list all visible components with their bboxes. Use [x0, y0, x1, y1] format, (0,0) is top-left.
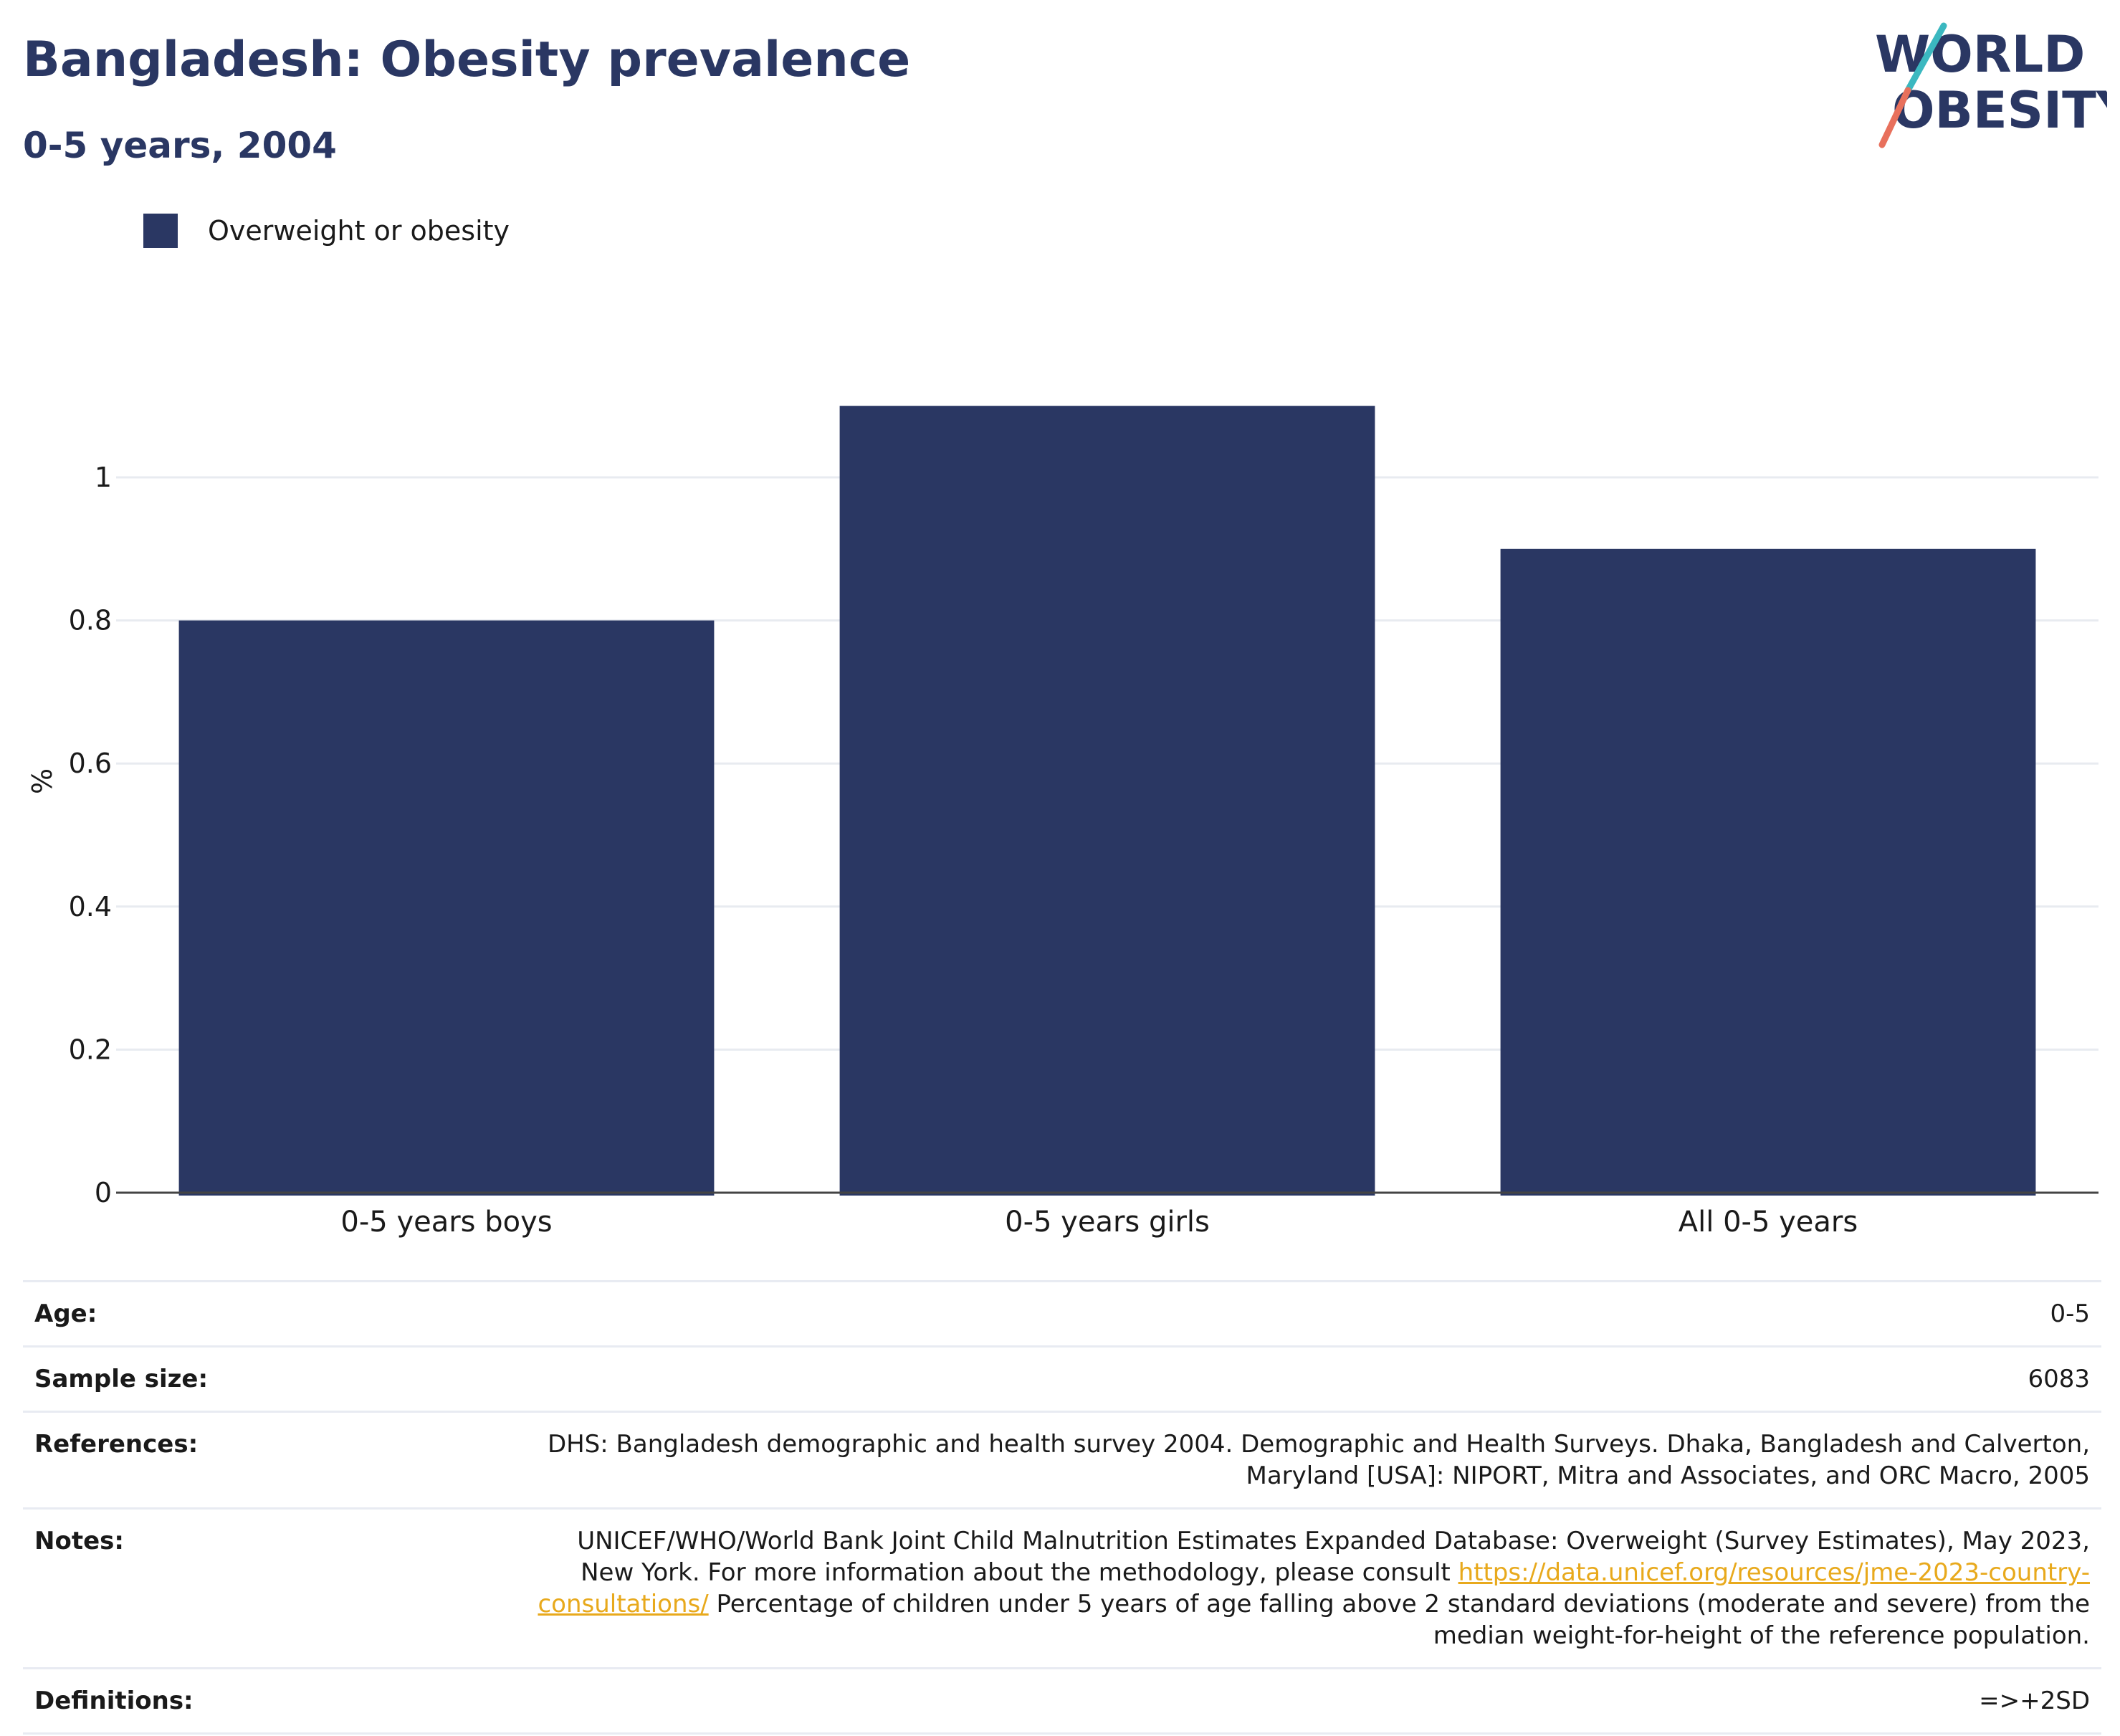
notes-text-2: Percentage of children under 5 years of … [716, 1590, 2090, 1650]
y-tick-label: 0.8 [69, 605, 112, 636]
info-row-age: Age: 0-5 [23, 1280, 2101, 1345]
logo-slash-top [1904, 22, 1947, 94]
notes-link[interactable]: https://data.unicef.org/resources/jme-20… [538, 1558, 2090, 1618]
logo-slash-bottom [1878, 87, 1911, 148]
info-table: Age: 0-5 Sample size: 6083 References: D… [23, 1280, 2101, 1735]
y-tick-label: 0.2 [69, 1034, 112, 1065]
y-tick-label: 1 [95, 462, 112, 493]
x-tick-label: 0-5 years girls [1005, 1206, 1210, 1239]
logo-line1: WORLD [1875, 25, 2085, 84]
notes-value: UNICEF/WHO/World Bank Joint Child Malnut… [536, 1525, 2090, 1651]
notes-label: Notes: [34, 1527, 124, 1555]
axes: 0 0.2 0.4 0.6 0.8 1 0-5 years boys 0-5 years gi… [69, 462, 2098, 1239]
info-row-references: References: DHS: Bangladesh demographic … [23, 1411, 2101, 1507]
notes-text-1: UNICEF/WHO/World Bank Joint Child Malnut… [577, 1527, 2090, 1587]
page-title: Bangladesh: Obesity prevalence [23, 32, 911, 88]
legend-label: Overweight or obesity [208, 215, 510, 247]
bar [178, 620, 715, 1196]
bar-chart: 0 0.2 0.4 0.6 0.8 1 0-5 years boys 0-5 years gi… [27, 406, 2098, 1239]
sample-size-value: 6083 [2028, 1365, 2090, 1393]
y-tick-label: 0.6 [69, 748, 112, 779]
y-axis-label: % [27, 768, 58, 794]
definitions-label: Definitions: [34, 1687, 194, 1715]
references-value: DHS: Bangladesh demographic and health s… [547, 1430, 2090, 1490]
x-tick-label: All 0-5 years [1679, 1206, 1858, 1239]
logo-line2: OBESITY [1892, 81, 2107, 140]
age-value: 0-5 [2050, 1299, 2090, 1328]
y-tick-label: 0.4 [69, 891, 112, 922]
legend-swatch [143, 214, 178, 248]
sample-size-label: Sample size: [34, 1365, 209, 1393]
references-label: References: [34, 1430, 199, 1459]
y-tick-label: 0 [95, 1177, 112, 1208]
info-row-definitions: Definitions: =>+2SD [23, 1667, 2101, 1735]
world-obesity-logo: WORLD OBESITY [1875, 22, 2107, 148]
bars [178, 406, 2036, 1196]
bar [839, 406, 1375, 1196]
info-row-notes: Notes: UNICEF/WHO/World Bank Joint Child… [23, 1507, 2101, 1667]
chart-legend[interactable]: Overweight or obesity [143, 214, 510, 248]
info-row-sample-size: Sample size: 6083 [23, 1345, 2101, 1411]
definitions-value: =>+2SD [1979, 1687, 2090, 1715]
age-label: Age: [34, 1299, 97, 1328]
x-tick-label: 0-5 years boys [340, 1206, 552, 1239]
bar [1500, 548, 2036, 1196]
page-subtitle: 0-5 years, 2004 [23, 125, 337, 166]
